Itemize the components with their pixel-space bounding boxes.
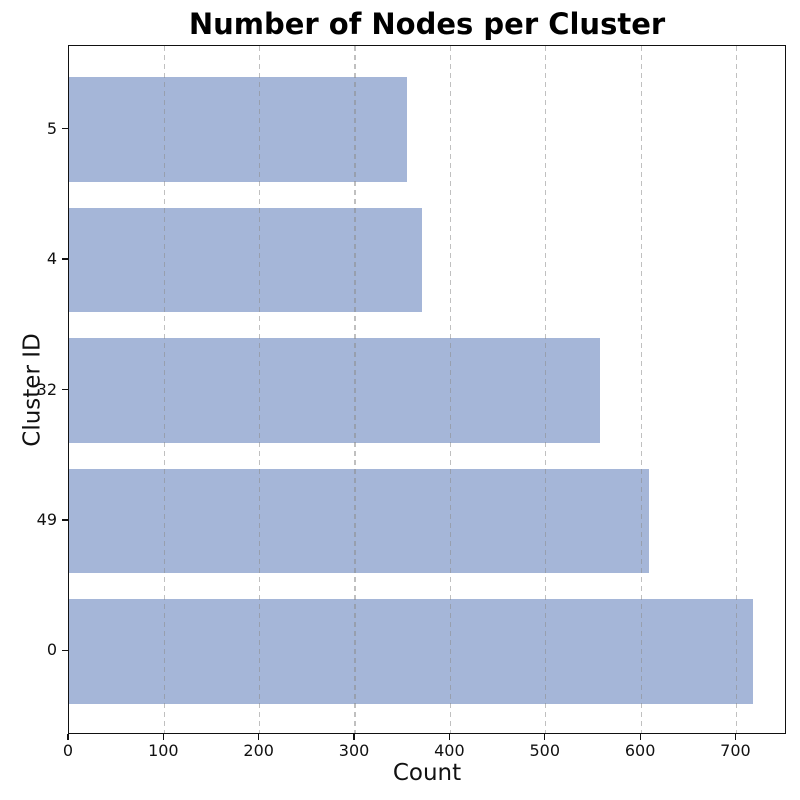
gridline-x-700 (735, 46, 738, 733)
x-tick-mark (353, 734, 355, 740)
y-tick-label-0: 0 (46, 640, 57, 660)
x-tick-mark (162, 734, 164, 740)
x-tick-label-300: 300 (338, 741, 370, 760)
x-tick-mark (448, 734, 450, 740)
x-tick-mark (544, 734, 546, 740)
x-tick-mark (639, 734, 641, 740)
y-axis-label: Cluster ID (19, 333, 46, 447)
x-tick-mark (258, 734, 260, 740)
x-axis-label: Count (392, 760, 462, 786)
x-tick-label-0: 0 (62, 741, 74, 760)
x-tick-label-200: 200 (243, 741, 274, 760)
plot-area (68, 45, 786, 734)
y-tick-mark (62, 649, 68, 652)
x-tick-label-600: 600 (624, 741, 656, 760)
x-tick-label-500: 500 (529, 741, 561, 760)
gridline-x-100 (163, 46, 165, 733)
gridline-x-400 (449, 46, 451, 733)
y-tick-mark (62, 519, 68, 521)
y-tick-label-49: 49 (36, 509, 57, 529)
y-tick-mark (62, 388, 68, 391)
chart-title: Number of Nodes per Cluster (188, 7, 666, 41)
y-tick-label-32: 32 (36, 379, 57, 399)
y-tick-label-5: 5 (46, 118, 57, 138)
y-tick-mark (62, 127, 68, 130)
bar-cluster-4 (69, 207, 422, 313)
gridline-x-600 (640, 46, 642, 733)
bar-cluster-32 (69, 338, 601, 443)
x-tick-label-400: 400 (434, 741, 465, 760)
x-tick-label-100: 100 (148, 741, 179, 760)
y-tick-mark (62, 258, 68, 260)
gridline-x-300 (354, 46, 356, 733)
bar-cluster-49 (69, 468, 649, 574)
x-tick-mark (734, 734, 737, 740)
x-tick-mark (67, 734, 69, 740)
y-tick-label-4: 4 (46, 249, 57, 268)
gridline-x-200 (259, 46, 261, 733)
bar-cluster-5 (69, 77, 408, 182)
gridline-x-500 (545, 46, 547, 733)
bar-cluster-0 (69, 599, 753, 704)
x-tick-label-700: 700 (720, 741, 751, 760)
